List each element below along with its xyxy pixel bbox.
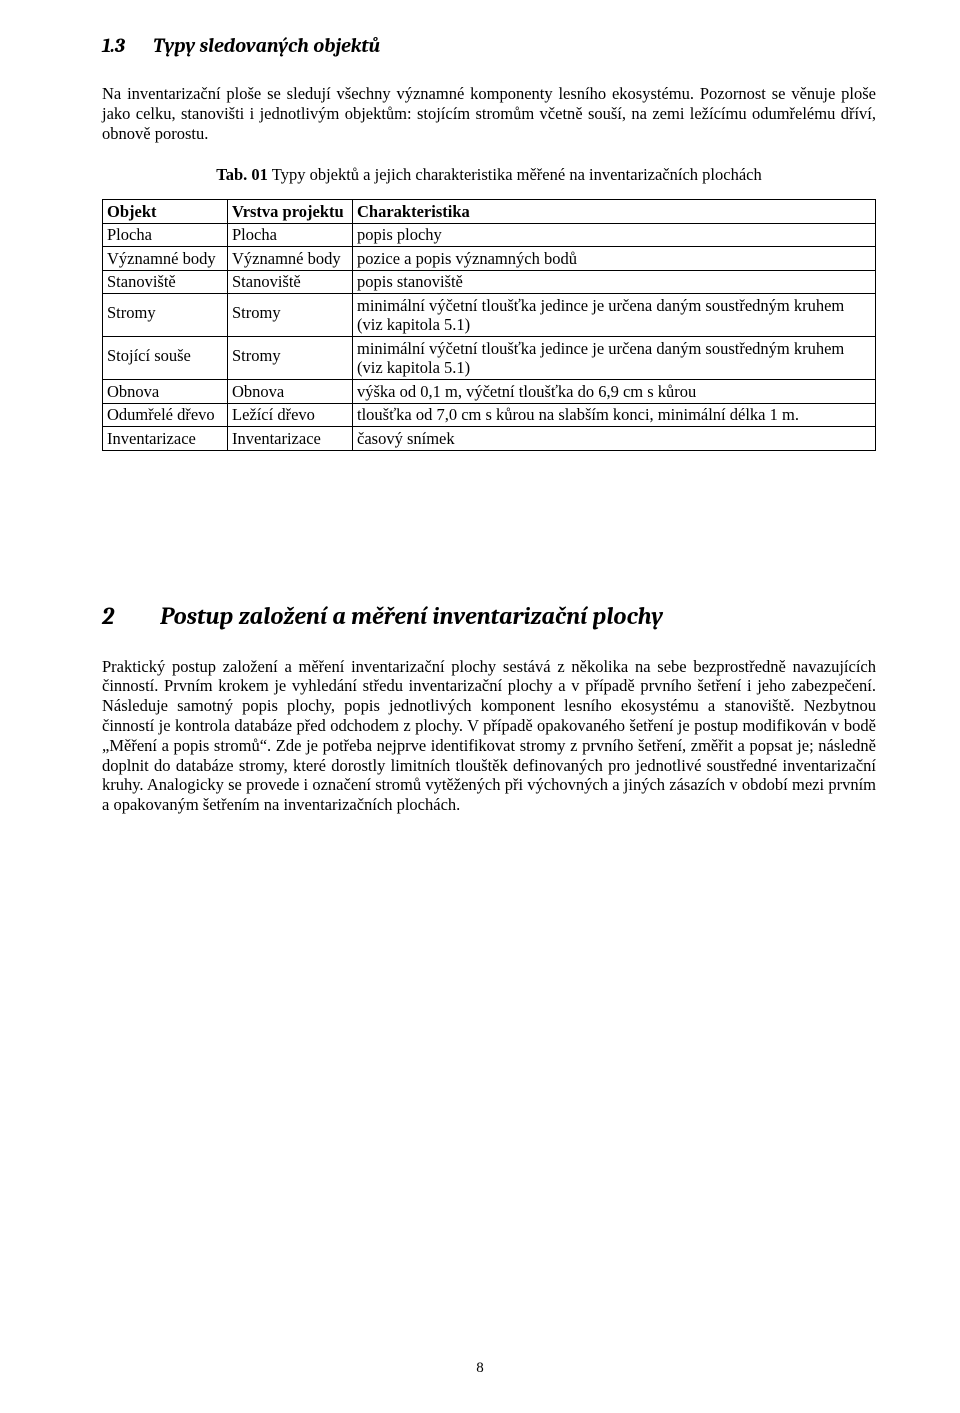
table-cell: Významné body (103, 247, 228, 270)
table-cell: Významné body (228, 247, 353, 270)
table-cell: výška od 0,1 m, výčetní tloušťka do 6,9 … (353, 380, 876, 403)
page-number: 8 (0, 1360, 960, 1377)
section-1-number: 1.3 (102, 33, 125, 58)
table-cell: Plocha (103, 223, 228, 246)
table-row: Obnova Obnova výška od 0,1 m, výčetní tl… (103, 380, 876, 403)
table-cell: Stojící souše (103, 337, 228, 380)
table-cell: Stanoviště (103, 270, 228, 293)
table-row: Stojící souše Stromy minimální výčetní t… (103, 337, 876, 380)
table-caption-bold: Tab. 01 (216, 165, 268, 184)
table-row: Plocha Plocha popis plochy (103, 223, 876, 246)
table-cell: Inventarizace (103, 427, 228, 450)
object-types-table: Objekt Vrstva projektu Charakteristika P… (102, 199, 876, 450)
table-cell: Inventarizace (228, 427, 353, 450)
vertical-spacer (102, 451, 876, 601)
section-2-heading: 2 Postup založení a měření inventarizační… (102, 601, 876, 631)
table-cell: pozice a popis významných bodů (353, 247, 876, 270)
table-cell: popis plochy (353, 223, 876, 246)
table-cell: tloušťka od 7,0 cm s kůrou na slabším ko… (353, 403, 876, 426)
section-2-paragraph: Praktický postup založení a měření inven… (102, 657, 876, 815)
table-caption: Tab. 01 Typy objektů a jejich charakteri… (102, 165, 876, 185)
table-header-cell: Vrstva projektu (228, 200, 353, 223)
table-cell: Ležící dřevo (228, 403, 353, 426)
table-caption-rest: Typy objektů a jejich charakteristika mě… (268, 165, 762, 184)
table-row: Stanoviště Stanoviště popis stanoviště (103, 270, 876, 293)
section-1-title: Typy sledovaných objektů (153, 34, 380, 57)
table-row: Stromy Stromy minimální výčetní tloušťka… (103, 294, 876, 337)
table-cell: Stanoviště (228, 270, 353, 293)
section-2-number: 2 (102, 601, 114, 631)
table-header-cell: Charakteristika (353, 200, 876, 223)
table-row: Významné body Významné body pozice a pop… (103, 247, 876, 270)
table-row: Inventarizace Inventarizace časový sníme… (103, 427, 876, 450)
table-cell: Obnova (228, 380, 353, 403)
table-header-row: Objekt Vrstva projektu Charakteristika (103, 200, 876, 223)
table-cell: Plocha (228, 223, 353, 246)
table-cell: minimální výčetní tloušťka jedince je ur… (353, 337, 876, 380)
table-cell: Odumřelé dřevo (103, 403, 228, 426)
table-header-cell: Objekt (103, 200, 228, 223)
table-cell: Stromy (228, 337, 353, 380)
table-cell: Stromy (228, 294, 353, 337)
table-cell: Stromy (103, 294, 228, 337)
table-cell: Obnova (103, 380, 228, 403)
section-2-title: Postup založení a měření inventarizační … (160, 602, 663, 630)
table-cell: minimální výčetní tloušťka jedince je ur… (353, 294, 876, 337)
section-1-paragraph: Na inventarizační ploše se sledují všech… (102, 84, 876, 143)
table-cell: popis stanoviště (353, 270, 876, 293)
section-1-heading: 1.3 Typy sledovaných objektů (102, 30, 876, 60)
table-cell: časový snímek (353, 427, 876, 450)
table-row: Odumřelé dřevo Ležící dřevo tloušťka od … (103, 403, 876, 426)
